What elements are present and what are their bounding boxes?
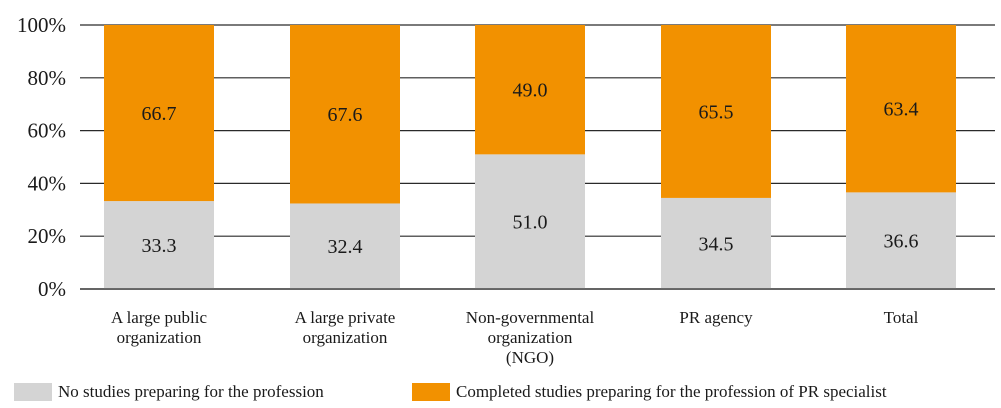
bar-series0-cat3	[661, 197, 771, 289]
y-axis-ticks: 0% 20% 40% 60% 80% 100%	[17, 13, 66, 301]
y-tick-label-4: 80%	[28, 66, 67, 90]
data-label-series0-cat4: 36.6	[884, 231, 919, 253]
bar-series0-cat0	[104, 201, 214, 289]
bar-series0-cat2	[475, 154, 585, 289]
bar-series1-cat2	[475, 25, 585, 155]
y-tick-label-5: 100%	[17, 13, 66, 37]
x-tick-label-2-line2: (NGO)	[506, 348, 554, 367]
bar-series1-cat4	[846, 25, 956, 193]
bars: 33.3 66.7 32.4 67.6 51.0 49.0 34.5 65.5 36.6 63.4	[80, 25, 995, 290]
x-tick-label-4-line0: Total	[884, 308, 919, 327]
legend-label-completed-studies: Completed studies preparing for the prof…	[456, 382, 887, 401]
stacked-bar-chart: 0% 20% 40% 60% 80% 100% 33.3 66.7 32.4 67.6 51.0 4…	[17, 13, 995, 367]
x-tick-label-2-line0: Non-governmental	[466, 308, 595, 327]
data-label-series1-cat4: 63.4	[884, 99, 919, 121]
bar-series1-cat0	[104, 25, 214, 202]
x-tick-label-1-line0: A large private	[295, 308, 396, 327]
x-tick-label-2-line1: organization	[488, 328, 573, 347]
data-label-series1-cat0: 66.7	[142, 103, 177, 125]
y-tick-label-0: 0%	[38, 277, 66, 301]
data-label-series1-cat1: 67.6	[328, 104, 363, 126]
x-tick-label-1-line1: organization	[303, 328, 388, 347]
legend-item-no-studies: No studies preparing for the profession	[14, 382, 324, 402]
data-label-series0-cat1: 32.4	[328, 236, 363, 258]
bar-series1-cat1	[290, 25, 400, 204]
y-tick-label-3: 60%	[28, 119, 67, 143]
legend-swatch-completed-studies	[412, 383, 450, 401]
legend: No studies preparing for the profession …	[0, 382, 1001, 406]
data-label-series0-cat3: 34.5	[699, 233, 734, 255]
data-label-series0-cat2: 51.0	[513, 212, 548, 234]
data-label-series1-cat3: 65.5	[699, 101, 734, 123]
bar-series0-cat4	[846, 192, 956, 289]
legend-label-no-studies: No studies preparing for the profession	[58, 382, 324, 401]
y-tick-label-2: 40%	[28, 171, 67, 195]
data-label-series1-cat2: 49.0	[513, 80, 548, 102]
x-tick-label-3-line0: PR agency	[679, 308, 753, 327]
x-tick-label-0-line1: organization	[117, 328, 202, 347]
bar-series1-cat3	[661, 25, 771, 198]
bar-series0-cat1	[290, 203, 400, 289]
data-label-series0-cat0: 33.3	[142, 235, 177, 257]
legend-item-completed-studies: Completed studies preparing for the prof…	[412, 382, 887, 402]
x-tick-label-0-line0: A large public	[111, 308, 207, 327]
legend-swatch-no-studies	[14, 383, 52, 401]
y-tick-label-1: 20%	[28, 224, 67, 248]
